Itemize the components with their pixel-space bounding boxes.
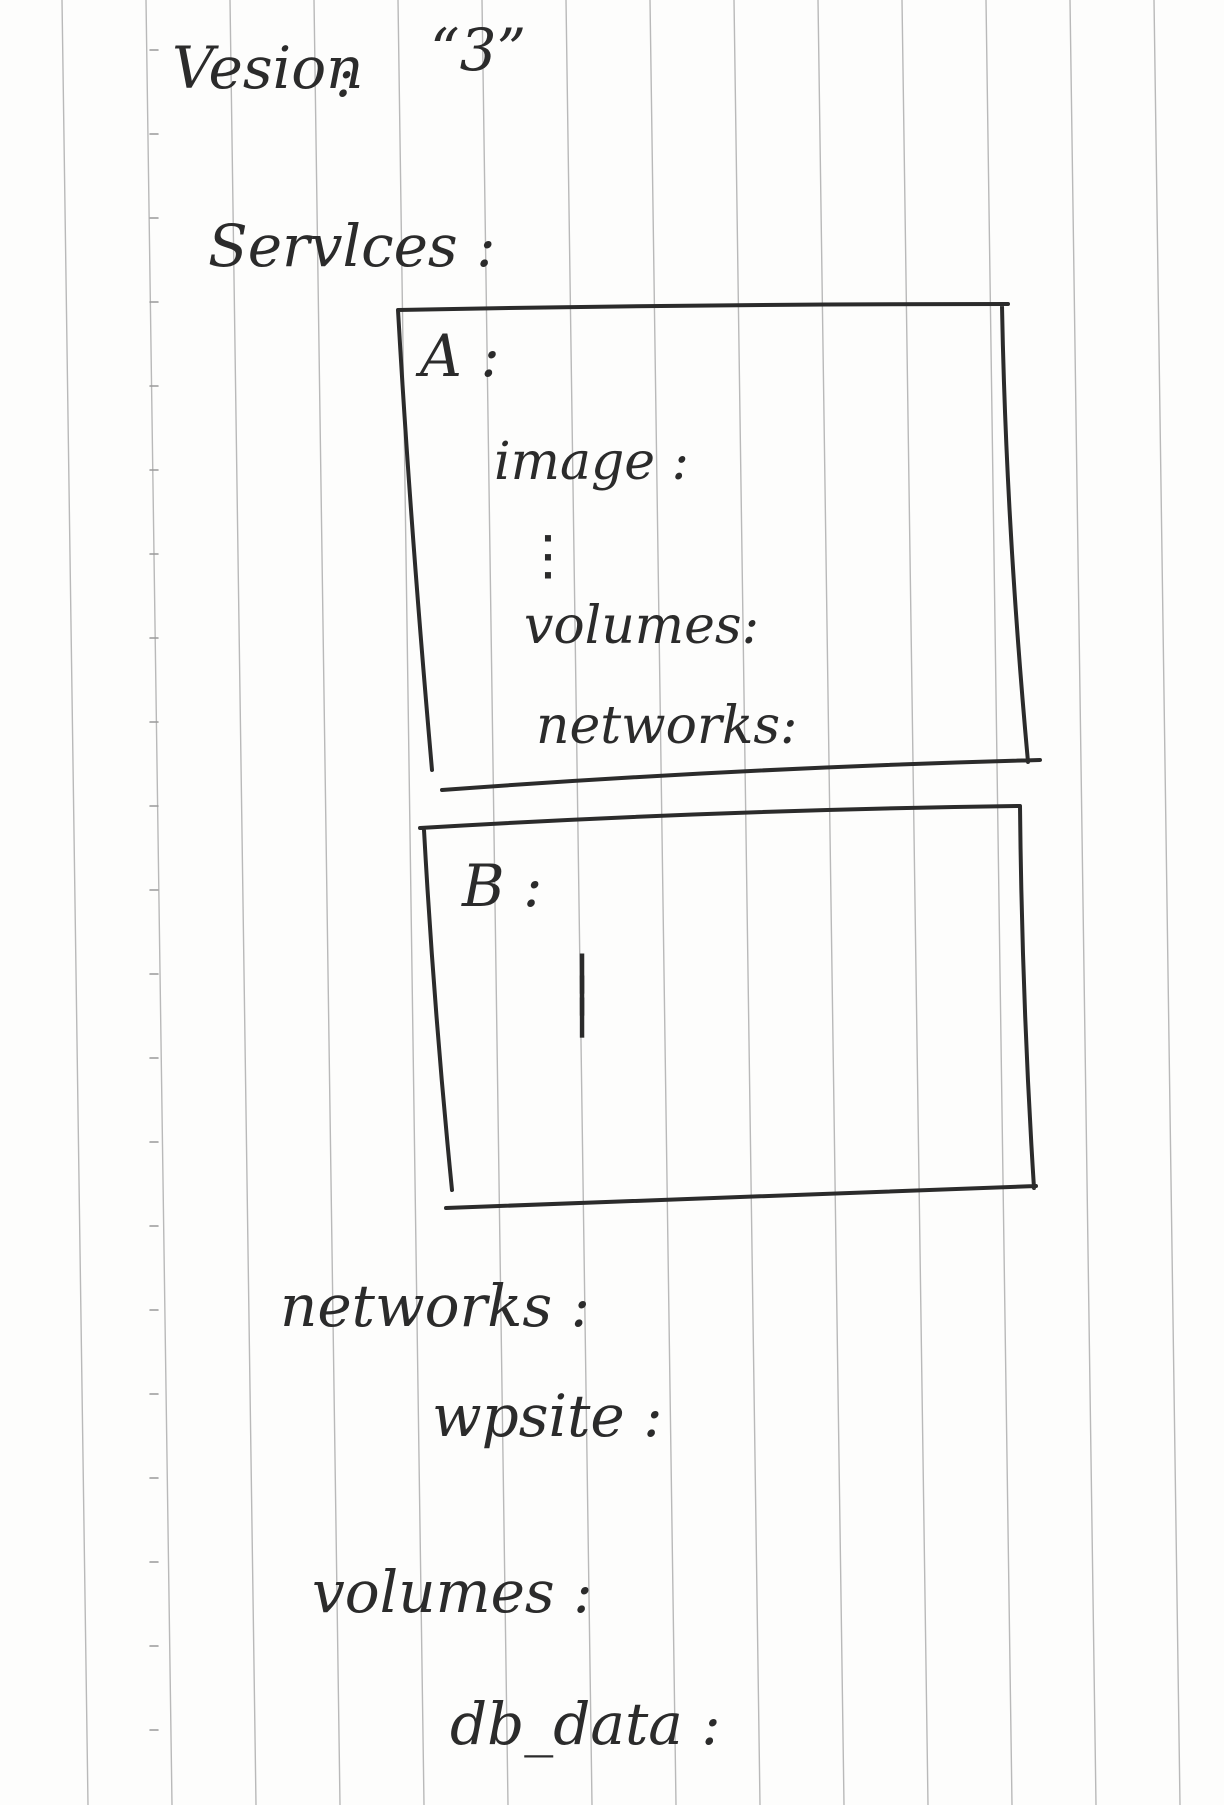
networks-wpsite: wpsite : bbox=[432, 1382, 663, 1450]
networks-label: networks : bbox=[280, 1272, 591, 1340]
ruling-line bbox=[565, 0, 593, 1805]
volumes-db-data: db_data : bbox=[450, 1690, 721, 1758]
services-label: Servlces : bbox=[208, 212, 496, 280]
service-a-image-field: image : bbox=[494, 432, 690, 492]
ruling-line bbox=[229, 0, 257, 1805]
service-a-volumes-field: volumes: bbox=[524, 596, 760, 656]
ruling-line bbox=[1069, 0, 1097, 1805]
ruling-line bbox=[397, 0, 425, 1805]
service-a-networks-field: networks: bbox=[536, 696, 798, 756]
service-a-ellipsis: · · · bbox=[541, 519, 555, 597]
ruling-line bbox=[817, 0, 845, 1805]
service-b-ellipsis: | | | bbox=[574, 948, 590, 1038]
ruling-line bbox=[733, 0, 761, 1805]
ruling-line bbox=[481, 0, 509, 1805]
version-value: “3” bbox=[430, 16, 527, 84]
ruling-line bbox=[649, 0, 677, 1805]
ruling-line bbox=[313, 0, 341, 1805]
volumes-label: volumes : bbox=[312, 1558, 593, 1626]
version-key: Vesion bbox=[172, 34, 364, 102]
version-separator: : bbox=[335, 42, 355, 110]
ruling-line bbox=[61, 0, 89, 1805]
ruling-line bbox=[901, 0, 929, 1805]
ruling-line bbox=[1153, 0, 1181, 1805]
ruling-line bbox=[145, 0, 173, 1805]
service-b-box bbox=[418, 804, 1038, 1210]
ruling-line bbox=[985, 0, 1013, 1805]
service-a-box bbox=[396, 302, 1042, 792]
service-b-name: B : bbox=[462, 852, 543, 920]
service-a-name: A : bbox=[420, 322, 500, 390]
